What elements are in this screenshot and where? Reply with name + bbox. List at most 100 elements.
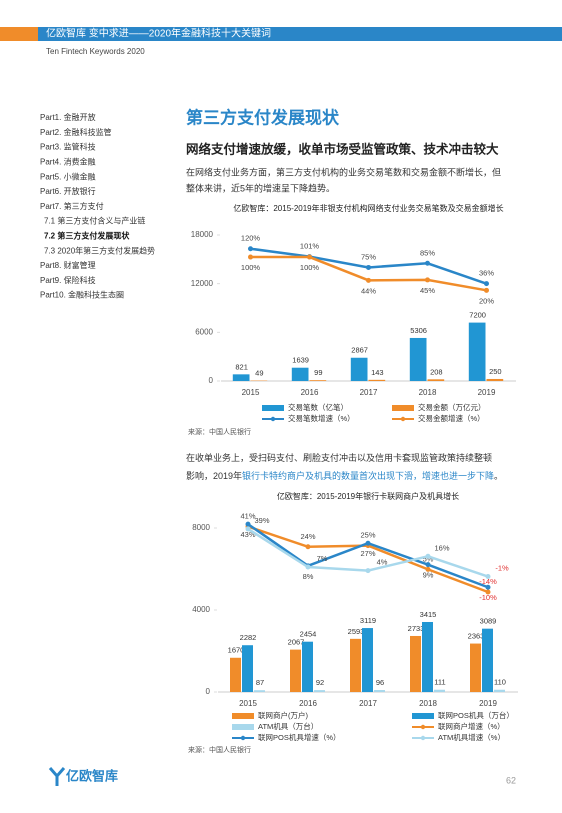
line-point: [485, 584, 491, 590]
logo-icon: [48, 767, 66, 786]
line-label: 36%: [479, 269, 494, 278]
x-tick-label: 2017: [359, 699, 377, 708]
line-point: [484, 281, 489, 287]
bar: [314, 690, 325, 692]
chart-source: 来源：中国人民银行: [188, 427, 251, 436]
bar-label: 92: [316, 678, 324, 687]
bar: [350, 357, 368, 381]
line-point: [484, 287, 489, 293]
line-label: 120%: [241, 234, 261, 243]
text-run: 在收单业务上，受扫码支付、刷脸支付冲击以及信用卡套现监管政策持续整顿: [186, 452, 492, 463]
header-subtitle: Ten Fintech Keywords 2020: [46, 47, 145, 56]
bar: [350, 638, 361, 692]
line-point: [366, 277, 371, 283]
line-label: 75%: [361, 252, 376, 261]
line-label: 101%: [300, 242, 320, 251]
line-label: -10%: [479, 593, 497, 602]
legend-swatch: [232, 713, 254, 719]
line-label: 7%: [317, 554, 328, 563]
bar-label: 1639: [292, 356, 309, 365]
y-tick-label: 18000: [191, 230, 214, 239]
nav-item: Part4. 消费金融: [40, 157, 96, 167]
nav-item: 7.3 2020年第三方支付发展趋势: [44, 245, 155, 255]
logo-text: 亿欧智库: [66, 768, 118, 783]
line-point: [425, 566, 431, 572]
line-label: 43%: [240, 530, 255, 539]
legend-swatch: [232, 724, 254, 730]
paragraph-line: 影响，2019年银行卡特约商户及机具的数量首次出现下滑，增速也进一步下降。: [186, 470, 503, 481]
bar: [368, 379, 386, 381]
bar-label: 2067: [288, 638, 305, 647]
legend-swatch: [262, 405, 284, 411]
bar-label: 2593: [348, 627, 365, 636]
bar-label: 821: [235, 362, 248, 371]
paragraph-line: 在收单业务上，受扫码支付、刷脸支付冲击以及信用卡套现监管政策持续整顿: [186, 452, 492, 463]
bar: [468, 322, 486, 381]
line-label: -14%: [479, 577, 497, 586]
line-point: [425, 553, 431, 559]
x-tick-label: 2017: [360, 388, 378, 397]
legend-label: 交易金额（万亿元）: [418, 402, 486, 412]
y-tick-label: 0: [209, 376, 214, 385]
paragraph-line: 整体来讲，近5年的增速呈下降趋势。: [186, 182, 335, 193]
bar: [486, 378, 504, 381]
bar-label: 3415: [420, 610, 437, 619]
bar-label: 110: [494, 678, 506, 687]
line-label: 5%: [423, 554, 434, 563]
section-heading: 网络支付增速放缓，收单市场受监管政策、技术冲击较大: [186, 141, 499, 156]
bar-label: 2867: [351, 346, 368, 355]
line-point: [305, 564, 311, 570]
line-label: 4%: [377, 558, 388, 567]
legend-swatch: [420, 735, 426, 741]
chart-title: 亿欧智库：2015-2019年银行卡联网商户及机具增长: [277, 491, 459, 501]
nav-item: Part9. 保险科技: [40, 275, 96, 285]
line-label: 16%: [434, 543, 449, 552]
page-number: 62: [506, 775, 516, 785]
line-point: [365, 568, 371, 574]
line-point: [425, 277, 430, 283]
line-point: [425, 562, 431, 568]
line-point: [245, 526, 251, 532]
line-point: [248, 254, 253, 260]
header-accent: [0, 27, 38, 41]
bar-label: 111: [434, 678, 445, 687]
bar-label: 2363: [468, 632, 485, 641]
legend-label: 交易金额增速（%）: [418, 413, 485, 423]
bar: [434, 689, 445, 692]
line-label: 85%: [420, 248, 435, 257]
line-label: 27%: [360, 549, 375, 558]
header-band: [38, 27, 562, 41]
section-title: 第三方支付发展现状: [186, 107, 340, 127]
nav-item: Part10. 金融科技生态圈: [40, 290, 124, 300]
legend-swatch: [400, 416, 406, 422]
y-tick-label: 8000: [192, 523, 210, 532]
line-point: [307, 254, 312, 260]
bar: [362, 628, 373, 692]
y-tick-label: 4000: [192, 605, 210, 614]
bar: [470, 643, 481, 692]
bar-label: 99: [314, 368, 322, 377]
line-point: [425, 260, 430, 266]
text-run: 。: [494, 471, 503, 481]
bar: [232, 374, 250, 381]
y-tick-label: 12000: [191, 279, 214, 288]
legend-swatch: [392, 405, 414, 411]
bar: [409, 337, 427, 381]
bar: [291, 367, 309, 381]
bar: [230, 657, 241, 692]
bar-label: 2282: [240, 633, 257, 642]
nav-item: Part3. 监管科技: [40, 142, 96, 152]
x-tick-label: 2016: [301, 388, 319, 397]
bar-label: 2454: [300, 630, 317, 639]
bar-label: 5306: [410, 326, 427, 335]
legend-swatch: [420, 724, 426, 730]
bar: [302, 641, 313, 692]
bar-label: 49: [255, 369, 263, 378]
nav-item: Part6. 开放银行: [40, 186, 96, 196]
line-label: 100%: [241, 263, 261, 272]
line-label: 24%: [300, 532, 315, 541]
x-tick-label: 2016: [299, 699, 317, 708]
chart-title: 亿欧智库：2015-2019年非银支付机构网络支付业务交易笔数及交易金额增长: [233, 203, 503, 213]
x-tick-label: 2015: [239, 699, 257, 708]
x-tick-label: 2015: [242, 388, 260, 397]
